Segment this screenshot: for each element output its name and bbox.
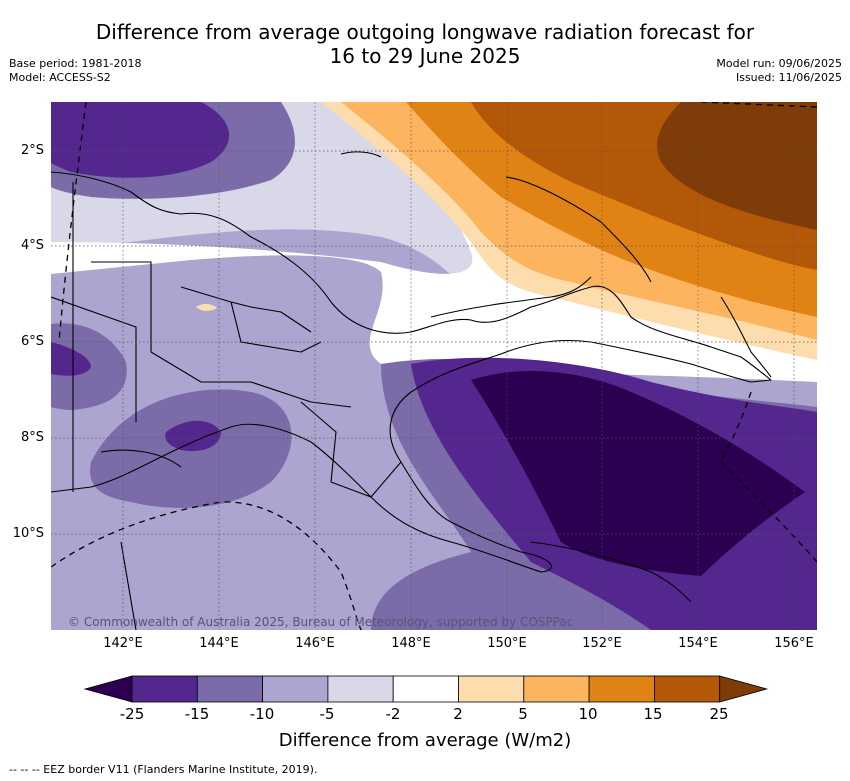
model-text: Model: ACCESS-S2 [9,71,111,84]
xtick-label: 150°E [487,636,527,651]
footer-legend: -- -- -- EEZ border V11 (Flanders Marine… [9,763,318,776]
louisiade-coast [530,541,692,603]
meta-right: Model run: 09/06/2025 Issued: 11/06/2025 [716,57,842,85]
eez-border-northeast [700,102,817,108]
colorbar-extend-high [719,675,769,703]
colorbar-cell [392,675,459,703]
olr-anomaly-map: © Commonwealth of Australia 2025, Bureau… [51,102,817,630]
xtick-label: 148°E [391,636,431,651]
colorbar-label: -5 [319,705,335,723]
blob-sw-strong-neg [165,420,221,452]
new-britain-coast [430,276,592,318]
colorbar-label: 10 [578,705,598,723]
manus-coast [340,151,382,158]
colorbar-label: 2 [453,705,463,723]
blob-w-strong-neg [51,342,91,376]
colorbar-label: -10 [249,705,275,723]
colorbar-cell [654,675,721,703]
colorbar-cell [588,675,655,703]
colorbar-label: -25 [119,705,145,723]
colorbar-cell [262,675,329,703]
xtick-label: 154°E [678,636,718,651]
speck-slight-pos [196,304,217,311]
colorbar-cell [458,675,525,703]
colorbar-label: -15 [184,705,210,723]
colorbar-extend-low [83,675,133,703]
issued-text: Issued: 11/06/2025 [735,71,842,84]
ytick-label: 8°S [20,430,44,445]
copyright-text: © Commonwealth of Australia 2025, Bureau… [68,615,573,629]
colorbar-label: 15 [643,705,663,723]
new-ireland-coast [505,176,652,283]
blob-se-very-strong-neg [471,370,805,576]
eez-border-southeast [720,391,817,563]
base-period-text: Base period: 1981-2018 [9,57,142,70]
ytick-label: 2°S [20,143,44,158]
colorbar-label: -2 [385,705,401,723]
colorbar-cell [327,675,394,703]
xtick-label: 144°E [199,636,239,651]
colorbar-title: Difference from average (W/m2) [278,730,572,751]
xtick-label: 146°E [295,636,335,651]
blob-nw-strong-neg [51,102,230,178]
title-line-1: Difference from average outgoing longwav… [95,20,755,44]
province-border-2 [91,261,352,408]
model-run-text: Model run: 09/06/2025 [716,57,842,70]
torres-strait-coast [100,449,182,468]
colorbar-label: 25 [709,705,729,723]
x-tick-labels: 142°E 144°E 146°E 148°E 150°E 152°E 154°… [0,636,850,656]
eez-border-west [58,102,87,343]
xtick-label: 142°E [103,636,143,651]
colorbar-label: 5 [518,705,528,723]
colorbar-cell [131,675,198,703]
meta-left: Base period: 1981-2018 Model: ACCESS-S2 [9,57,141,85]
colorbar-cell [523,675,590,703]
eez-border-southwest [51,501,362,630]
colorbar [83,675,769,703]
ytick-label: 10°S [12,526,44,541]
ytick-label: 6°S [20,334,44,349]
cape-york-coast [120,541,137,630]
band-very-strong-pos [657,102,817,230]
chart-title: Difference from average outgoing longwav… [0,20,850,68]
xtick-label: 152°E [582,636,622,651]
province-border-5 [300,401,402,498]
ytick-label: 4°S [20,238,44,253]
title-line-2: 16 to 29 June 2025 [329,44,521,68]
colorbar-cell [196,675,264,703]
bougainville-coast [720,296,772,378]
province-border-4 [180,286,322,353]
province-border-3 [51,296,137,422]
colorbar-cells [83,675,769,703]
xtick-label: 156°E [774,636,814,651]
province-border-6 [230,301,312,333]
